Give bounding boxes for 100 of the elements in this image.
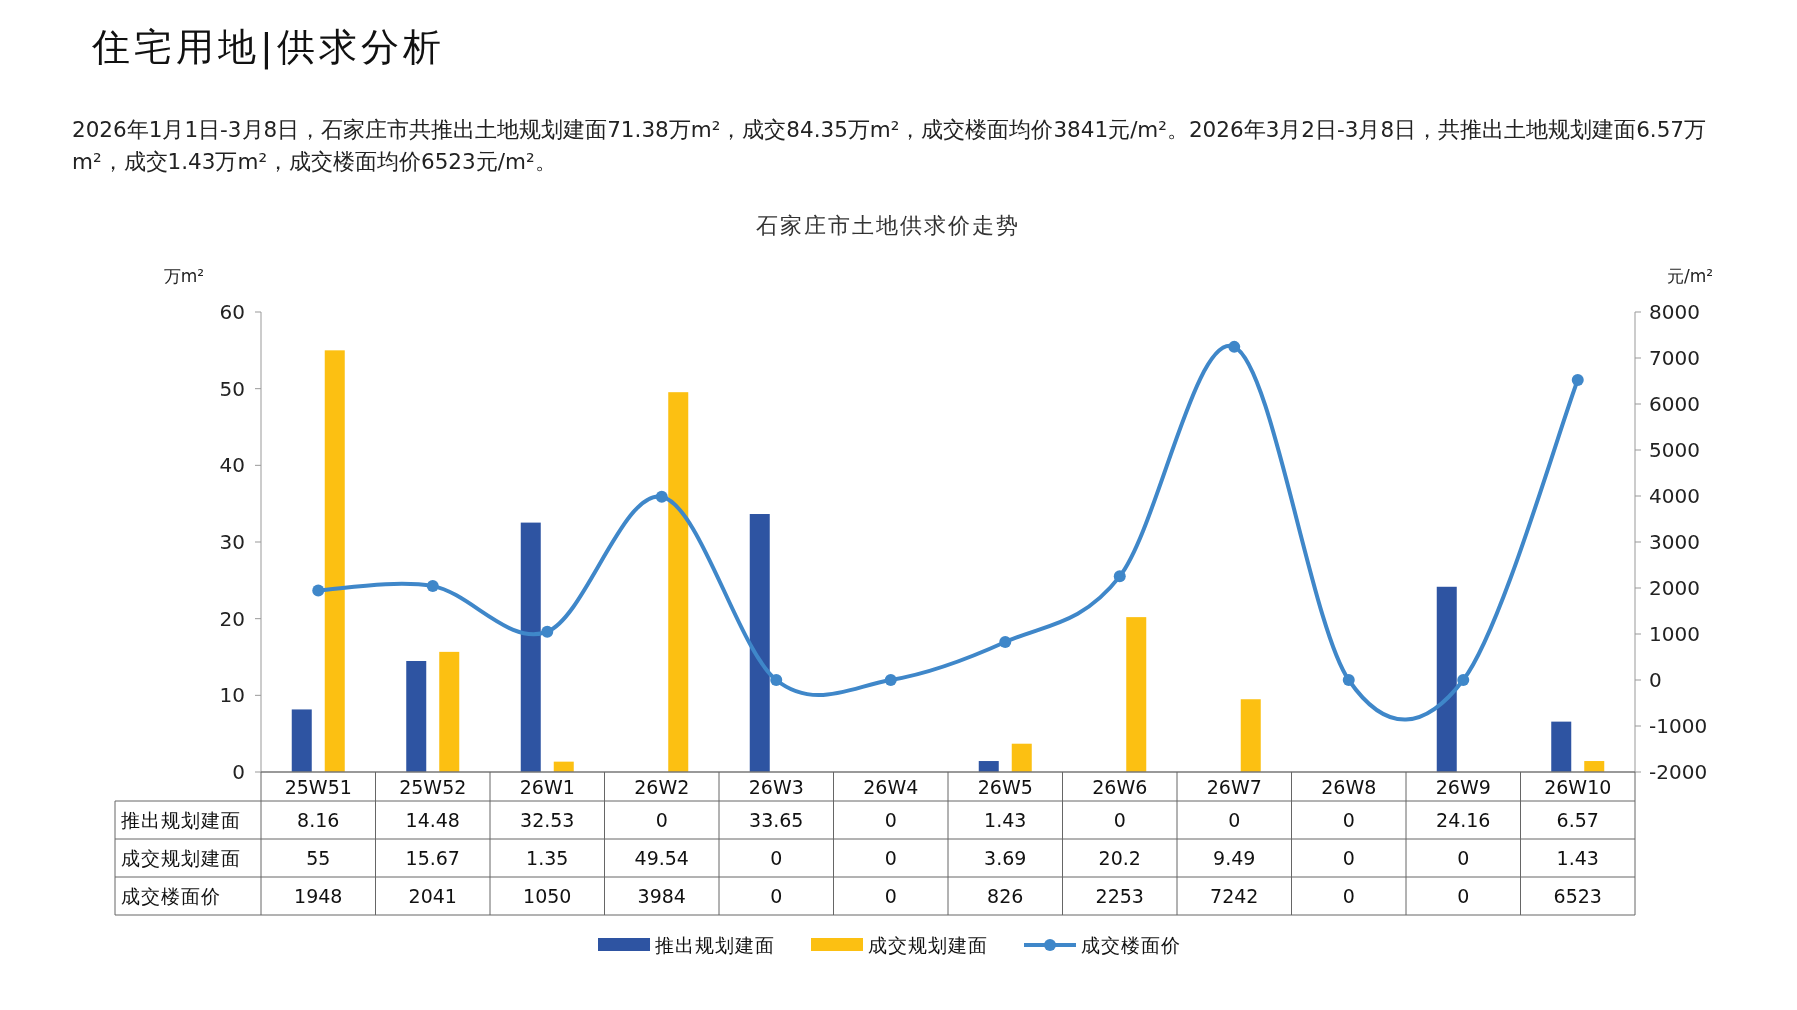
point <box>655 490 668 503</box>
data-label: 0 <box>1457 885 1470 907</box>
y-tick-label: 10 <box>219 683 245 708</box>
data-label: 49.54 <box>634 847 689 869</box>
data-label: 0 <box>1342 885 1355 907</box>
bar <box>291 709 312 772</box>
data-label: 0 <box>884 885 897 907</box>
y2-axis-title: 元/m² <box>1666 266 1714 286</box>
data-label: 0 <box>1342 809 1355 831</box>
y2-tick-label: 7000 <box>1649 346 1700 370</box>
x-tick-label: 26W10 <box>1544 776 1612 798</box>
y2-tick-label: 8000 <box>1649 300 1700 324</box>
x-tick-label: 26W6 <box>1092 776 1148 798</box>
data-label: 1050 <box>523 885 572 907</box>
bar <box>1011 743 1032 772</box>
data-label: 2041 <box>408 885 457 907</box>
y2-tick-label: -1000 <box>1649 714 1708 738</box>
data-label: 7242 <box>1210 885 1259 907</box>
data-label: 0 <box>770 847 783 869</box>
y2-tick-label: -2000 <box>1649 760 1708 784</box>
point <box>1457 674 1470 686</box>
x-tick-label: 26W3 <box>748 776 804 798</box>
data-label: 8.16 <box>297 809 340 831</box>
legend-label: 推出规划建面 <box>655 934 775 956</box>
point <box>884 674 897 686</box>
data-label: 0 <box>1113 809 1126 831</box>
y-tick-label: 60 <box>219 300 245 324</box>
data-label: 6523 <box>1553 885 1602 907</box>
bar <box>1240 699 1261 772</box>
data-label: 826 <box>987 885 1024 907</box>
text: 成交规划建面 <box>121 847 241 869</box>
data-label: 33.65 <box>749 809 804 831</box>
bar <box>1584 761 1605 772</box>
point <box>1113 570 1126 583</box>
bar <box>1126 617 1147 772</box>
y-tick-label: 30 <box>219 530 245 554</box>
y2-tick-label: 4000 <box>1649 484 1700 508</box>
legend-label: 成交规划建面 <box>868 934 988 956</box>
bar <box>439 651 460 772</box>
data-label: 24.16 <box>1436 809 1491 831</box>
y2-tick-label: 6000 <box>1649 392 1700 416</box>
bar <box>978 761 999 772</box>
data-label: 0 <box>655 809 668 831</box>
bar <box>406 660 427 772</box>
y-tick-label: 20 <box>219 606 245 631</box>
y2-tick-label: 2000 <box>1649 576 1700 600</box>
data-label: 1.43 <box>1556 847 1599 869</box>
text: 2026年1月1日-3月8日，石家庄市共推出土地规划建面71.38万m²，成交84.35万m²，成交楼面均价3841元/m²。2026年3月2日-3月8日，共推出土地规划建面6.57万m²，成交1.43万m²，成交楼面均价6523元/m²。 <box>72 116 1707 176</box>
point <box>541 625 554 638</box>
text: 住宅用地|供求分析 <box>92 24 445 72</box>
x-tick-label: 26W5 <box>977 776 1033 798</box>
point <box>1228 340 1241 353</box>
x-tick-label: 26W7 <box>1206 776 1262 798</box>
data-label: 1.43 <box>984 809 1027 831</box>
y2-tick-label: 1000 <box>1649 622 1700 646</box>
data-label: 32.53 <box>520 809 575 831</box>
x-tick-label: 26W1 <box>519 776 575 798</box>
point <box>1571 373 1584 386</box>
x-tick-label: 26W4 <box>863 776 919 798</box>
bar <box>324 350 345 772</box>
data-label: 6.57 <box>1556 809 1599 831</box>
y2-tick-label: 5000 <box>1649 438 1700 462</box>
data-label: 1.35 <box>526 847 569 869</box>
data-label: 9.49 <box>1213 847 1256 869</box>
data-label: 0 <box>884 809 897 831</box>
data-label: 2253 <box>1095 885 1144 907</box>
point <box>999 636 1012 648</box>
data-label: 55 <box>306 847 331 869</box>
bar <box>749 514 770 772</box>
data-label: 15.67 <box>405 847 460 869</box>
bar <box>1551 721 1572 772</box>
legend-label: 成交楼面价 <box>1081 934 1181 956</box>
data-label: 0 <box>1457 847 1470 869</box>
bar <box>668 392 689 772</box>
point <box>426 580 439 593</box>
y-axis-title: 万m² <box>163 266 205 286</box>
y-tick-label: 40 <box>219 453 245 478</box>
y2-tick-label: 0 <box>1649 668 1662 692</box>
data-label: 20.2 <box>1098 847 1141 869</box>
x-tick-label: 26W9 <box>1435 776 1491 798</box>
data-label: 14.48 <box>405 809 460 831</box>
text: 成交楼面价 <box>121 885 221 907</box>
y2-tick-label: 3000 <box>1649 530 1700 554</box>
x-tick-label: 25W52 <box>399 776 467 798</box>
data-label: 0 <box>1228 809 1241 831</box>
data-label: 1948 <box>294 885 343 907</box>
point <box>1342 674 1355 686</box>
point <box>770 674 783 686</box>
chart-title: 石家庄市土地供求价走势 <box>756 213 1020 238</box>
data-label: 0 <box>1342 847 1355 869</box>
x-tick-label: 26W8 <box>1321 776 1377 798</box>
y-tick-label: 0 <box>232 760 245 784</box>
data-label: 3984 <box>637 885 686 907</box>
text: 推出规划建面 <box>121 809 241 831</box>
x-tick-label: 25W51 <box>284 776 352 798</box>
bar <box>520 522 541 772</box>
data-label: 0 <box>884 847 897 869</box>
x-tick-label: 26W2 <box>634 776 690 798</box>
data-label: 0 <box>770 885 783 907</box>
point <box>312 584 325 597</box>
